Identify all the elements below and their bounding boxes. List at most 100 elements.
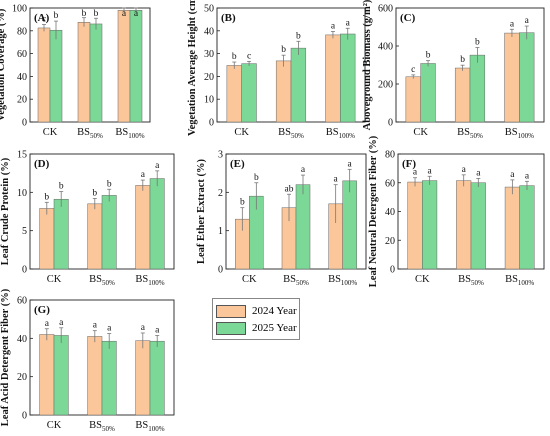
x-tick-label: BS100% (505, 127, 534, 140)
y-tick-label: 1 (218, 226, 223, 237)
significance-letter: a (525, 171, 530, 181)
bar (117, 10, 131, 123)
bar (420, 63, 436, 123)
bar (149, 340, 165, 416)
y-tick-label: 400 (378, 42, 393, 53)
bar (519, 32, 535, 123)
chart-panel: 0 1 2 3 Leaf Ether Extract (%) (E) CK b b BS50% ab… (196, 150, 367, 287)
y-tick-label: 20 (385, 236, 395, 247)
bar (504, 32, 520, 123)
legend-swatch-2024 (216, 304, 246, 318)
y-tick-label: 0 (218, 265, 223, 276)
significance-letter: a (525, 16, 530, 26)
y-tick-label: 60 (385, 178, 395, 189)
y-axis-label: Leaf Ether Extract (%) (196, 158, 207, 264)
y-tick-label: 30 (204, 49, 214, 60)
significance-letter: a (346, 18, 351, 28)
bar (39, 334, 55, 416)
y-tick-label: 80 (17, 26, 27, 37)
x-tick-label: BS100% (135, 420, 164, 433)
bar (275, 60, 292, 123)
bar (101, 195, 117, 270)
significance-letter: a (45, 319, 50, 329)
y-tick-label: 10 (17, 188, 27, 199)
significance-letter: a (134, 9, 139, 19)
significance-letter: a (334, 175, 339, 185)
significance-letter: a (141, 323, 146, 333)
significance-letter: b (281, 45, 286, 55)
bar (135, 185, 151, 270)
x-tick-label: CK (234, 127, 249, 138)
bar (422, 180, 438, 270)
bar (504, 186, 520, 270)
bar (470, 182, 486, 270)
y-tick-label: 10 (204, 95, 214, 106)
legend-label-2024: 2024 Year (252, 305, 297, 317)
y-tick-label: 40 (17, 334, 27, 345)
significance-letter: a (428, 166, 433, 176)
significance-letter: a (348, 159, 353, 169)
y-tick-label: 3 (218, 150, 223, 161)
legend-item-2025: 2025 Year (216, 321, 297, 335)
bar (87, 336, 103, 416)
significance-letter: b (296, 31, 301, 41)
significance-letter: a (301, 165, 306, 175)
significance-letter: c (42, 15, 46, 25)
panel-label: (A) (34, 12, 50, 24)
x-tick-label: CK (242, 274, 257, 285)
bar (226, 65, 242, 123)
legend-label-2025: 2025 Year (252, 322, 297, 334)
x-tick-label: BS50% (278, 127, 304, 140)
x-tick-label: BS100% (115, 127, 144, 140)
bar (49, 29, 63, 123)
significance-letter: b (240, 198, 245, 208)
panel-label: (E) (230, 158, 245, 170)
bar (290, 47, 307, 123)
y-tick-label: 80 (385, 150, 395, 161)
bar (241, 63, 257, 123)
significance-letter: b (460, 55, 465, 65)
x-tick-label: CK (415, 274, 430, 285)
bar (89, 23, 103, 123)
panel-label: (B) (221, 12, 236, 24)
y-tick-label: 0 (22, 118, 27, 129)
panel-label: (F) (402, 158, 416, 170)
x-tick-label: BS50% (89, 420, 115, 433)
x-tick-label: CK (43, 127, 58, 138)
x-tick-label: BS100% (326, 127, 355, 140)
bar (149, 178, 165, 270)
panel-label: (G) (34, 304, 50, 316)
significance-letter: a (155, 325, 160, 335)
significance-letter: b (59, 182, 64, 192)
significance-letter: a (476, 168, 481, 178)
significance-letter: b (92, 188, 97, 198)
x-tick-label: BS50% (77, 127, 103, 140)
significance-letter: a (413, 168, 418, 178)
significance-letter: a (93, 321, 98, 331)
x-tick-label: BS50% (89, 274, 115, 287)
y-axis-label: Vegetation Coverage (%) (0, 8, 7, 121)
bar (37, 27, 51, 123)
panel-label: (D) (34, 158, 50, 170)
y-tick-label: 200 (378, 80, 393, 91)
y-tick-label: 0 (22, 411, 27, 422)
y-tick-label: 40 (17, 72, 27, 83)
y-tick-label: 20 (204, 72, 214, 83)
x-tick-label: BS50% (457, 127, 483, 140)
y-tick-label: 40 (385, 207, 395, 218)
bar (454, 67, 471, 123)
significance-letter: b (54, 11, 59, 21)
significance-letter: b (107, 179, 112, 189)
legend-item-2024: 2024 Year (216, 304, 297, 318)
y-tick-label: 600 (378, 4, 393, 15)
bar (101, 340, 117, 416)
y-tick-label: 60 (17, 296, 27, 307)
bar (53, 198, 69, 270)
y-axis-label: Leaf Neutral Detergent Fiber (%) (368, 135, 379, 287)
bar (87, 203, 103, 270)
y-axis-label: Leaf Crude Protein (%) (0, 157, 11, 265)
bar (405, 76, 421, 123)
significance-letter: c (247, 51, 251, 61)
significance-letter: a (122, 9, 127, 19)
